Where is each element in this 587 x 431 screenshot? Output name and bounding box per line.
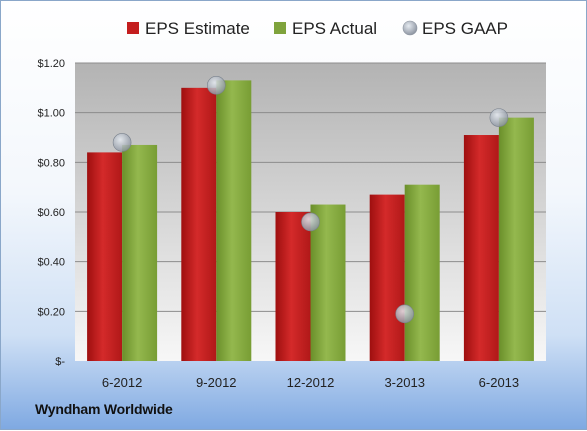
bar-eps-actual <box>310 204 346 361</box>
bar-eps-actual <box>498 117 534 361</box>
x-tick-label: 9-2012 <box>196 375 236 390</box>
legend: EPS Estimate EPS Actual EPS GAAP <box>127 19 508 38</box>
company-name: Wyndham Worldwide <box>35 401 173 417</box>
x-tick-label: 6-2012 <box>102 375 142 390</box>
x-tick-label: 3-2013 <box>384 375 424 390</box>
bar-eps-estimate <box>369 194 405 361</box>
bar-eps-estimate <box>181 87 217 361</box>
y-tick-label: $1.20 <box>37 58 65 70</box>
bar-eps-actual <box>216 80 252 361</box>
marker-eps-gaap <box>489 108 509 127</box>
bar-eps-actual <box>122 144 158 361</box>
x-tick-label: 6-2013 <box>479 375 519 390</box>
marker-eps-gaap <box>395 304 415 324</box>
legend-eps-estimate-label: EPS Estimate <box>145 19 250 38</box>
y-tick-label: $1.00 <box>37 108 65 120</box>
y-tick-label: $- <box>55 356 65 368</box>
marker-eps-gaap <box>207 76 226 95</box>
legend-eps-gaap-label: EPS GAAP <box>422 19 508 38</box>
bar-eps-actual <box>404 184 440 361</box>
y-tick-label: $0.80 <box>37 157 65 169</box>
bar-eps-estimate <box>275 212 311 361</box>
y-tick-label: $0.60 <box>37 207 65 219</box>
x-axis-ticks: 6-2012 9-2012 12-2012 3-2013 6-2013 <box>102 375 519 390</box>
legend-eps-actual-swatch <box>274 22 286 34</box>
legend-eps-gaap-swatch <box>402 20 418 36</box>
legend-eps-actual-label: EPS Actual <box>292 19 377 38</box>
bar-eps-estimate <box>463 135 499 361</box>
gaap-markers <box>112 76 509 324</box>
bar-eps-estimate <box>87 152 123 361</box>
y-axis-ticks: $- $0.20 $0.40 $0.60 $0.80 $1.00 $1.20 <box>37 58 65 368</box>
legend-eps-estimate-swatch <box>127 22 139 34</box>
marker-eps-gaap <box>112 133 132 152</box>
x-tick-label: 12-2012 <box>287 375 335 390</box>
bars <box>87 80 534 361</box>
y-tick-label: $0.20 <box>37 306 65 318</box>
marker-eps-gaap <box>301 212 320 232</box>
y-tick-label: $0.40 <box>37 257 65 269</box>
